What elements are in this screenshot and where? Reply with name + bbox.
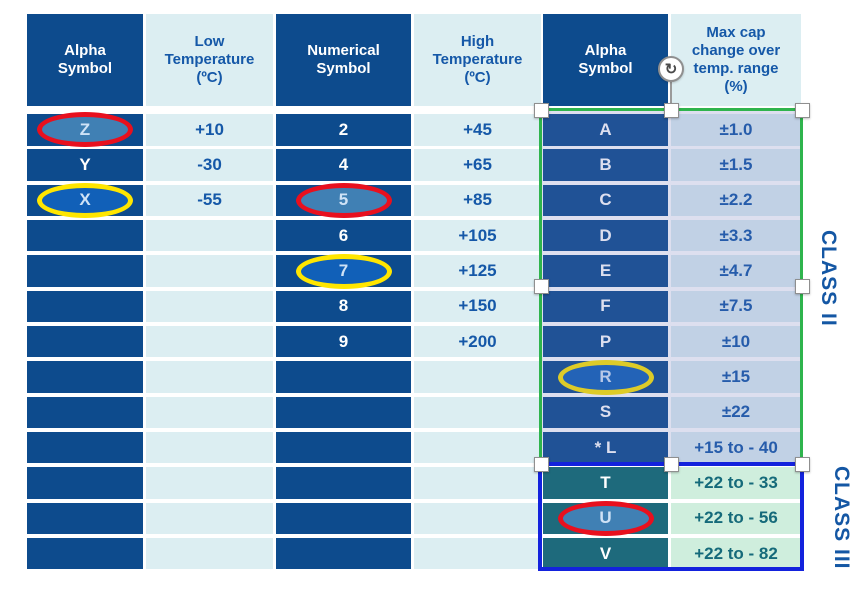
table-cell (414, 537, 541, 570)
table-cell: ±1.5 (671, 149, 801, 181)
table-cell (146, 537, 273, 570)
table-cell (146, 255, 273, 287)
rotate-icon[interactable]: ↻ (658, 56, 684, 82)
table-cell: P (543, 325, 668, 358)
table-cell: +22 to - 82 (671, 537, 801, 570)
table-cell (146, 431, 273, 464)
selection-handle-w[interactable] (533, 278, 549, 294)
class-ii-label: CLASS II (817, 229, 840, 327)
table-cell (27, 290, 143, 323)
table-cell (146, 396, 273, 429)
column-header: Numerical Symbol (276, 14, 411, 106)
column-header: Alpha Symbol (543, 14, 668, 106)
selection-box-class-ii[interactable] (539, 108, 803, 465)
table-cell (27, 396, 143, 429)
table-cell (414, 361, 541, 393)
table-cell (276, 361, 411, 393)
table-cell: 9 (276, 325, 411, 358)
table-cell: ±2.2 (671, 184, 801, 217)
table-cell (276, 396, 411, 429)
selection-handle-n[interactable] (663, 102, 679, 118)
selection-handle-se[interactable] (794, 456, 810, 472)
rotate-handle-stem (670, 82, 672, 106)
table-cell: +200 (414, 325, 541, 358)
table-cell: ±15 (671, 361, 801, 393)
column-header: High Temperature (ºC) (414, 14, 541, 106)
table-cell (276, 467, 411, 499)
table-cell: +10 (146, 114, 273, 146)
table-cell: +65 (414, 149, 541, 181)
table-cell (27, 255, 143, 287)
table-cell (276, 537, 411, 570)
table-cell (146, 219, 273, 252)
table-cell: +22 to - 56 (671, 502, 801, 535)
table-cell: ±22 (671, 396, 801, 429)
table-cell: V (543, 537, 668, 570)
table-cell: T (543, 467, 668, 499)
highlight-ellipse-red: Z (37, 112, 133, 148)
table-cell (414, 431, 541, 464)
highlight-ellipse-red: U (557, 500, 654, 536)
table-cell: 8 (276, 290, 411, 323)
table-cell: +125 (414, 255, 541, 287)
table-cell: Y (27, 149, 143, 181)
table-cell (27, 502, 143, 535)
table-cell: B (543, 149, 668, 181)
table-cell (276, 431, 411, 464)
selection-handle-nw[interactable] (533, 102, 549, 118)
table-cell (414, 502, 541, 535)
table-cell (27, 537, 143, 570)
table-cell (27, 361, 143, 393)
table-cell: +22 to - 33 (671, 467, 801, 499)
table-cell (27, 219, 143, 252)
table-cell: F (543, 290, 668, 323)
table-cell: ±3.3 (671, 219, 801, 252)
table-cell (414, 467, 541, 499)
table-cell (146, 467, 273, 499)
table-cell: ±1.0 (671, 114, 801, 146)
table-cell: ±10 (671, 325, 801, 358)
table-cell: +105 (414, 219, 541, 252)
table-cell (414, 396, 541, 429)
table-cell: -30 (146, 149, 273, 181)
highlight-ellipse-yellow: R (557, 359, 654, 395)
column-header: Alpha Symbol (27, 14, 143, 106)
table-cell (146, 325, 273, 358)
table-cell: 2 (276, 114, 411, 146)
highlight-ellipse-red: 5 (295, 182, 392, 218)
table-cell: ±7.5 (671, 290, 801, 323)
table-cell: +85 (414, 184, 541, 217)
table-cell: C (543, 184, 668, 217)
table-cell: +15 to - 40 (671, 431, 801, 464)
table-cell: A (543, 114, 668, 146)
table-cell: * L (543, 431, 668, 464)
selection-handle-ne[interactable] (794, 102, 810, 118)
table-cell (27, 467, 143, 499)
table-cell: ±4.7 (671, 255, 801, 287)
table-cell (146, 290, 273, 323)
class-iii-label: CLASS III (830, 465, 853, 570)
table-cell: -55 (146, 184, 273, 217)
selection-handle-e[interactable] (794, 278, 810, 294)
table-cell: +45 (414, 114, 541, 146)
table-cell: 4 (276, 149, 411, 181)
table-cell: S (543, 396, 668, 429)
table-cell: +150 (414, 290, 541, 323)
table-cell (276, 502, 411, 535)
table-cell: D (543, 219, 668, 252)
selection-handle-sw[interactable] (533, 456, 549, 472)
table-cell (146, 502, 273, 535)
table-cell (146, 361, 273, 393)
selection-handle-s[interactable] (663, 456, 679, 472)
highlight-ellipse-yellow: 7 (295, 253, 392, 289)
table-cell (27, 431, 143, 464)
class-iii-outline[interactable] (538, 462, 804, 571)
highlight-ellipse-yellow: X (37, 182, 133, 218)
table-cell: 6 (276, 219, 411, 252)
column-header: Low Temperature (ºC) (146, 14, 273, 106)
table-cell (27, 325, 143, 358)
table-cell: E (543, 255, 668, 287)
column-header: Max cap change over temp. range (%) (671, 14, 801, 106)
